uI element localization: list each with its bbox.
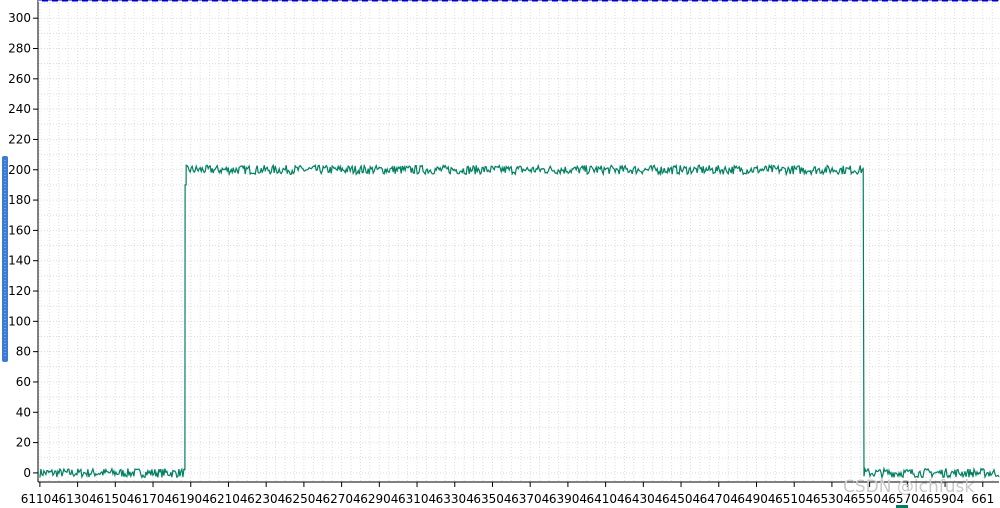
x-tick-label: 63904 — [549, 492, 587, 506]
y-tick-label: 80 — [16, 345, 31, 359]
x-tick-label: 62104 — [209, 492, 247, 506]
y-tick-label: 140 — [8, 254, 31, 268]
x-tick-label: 64904 — [737, 492, 775, 506]
y-tick-label: 240 — [8, 102, 31, 116]
series-line-0 — [39, 163, 1000, 480]
y-tick-label: 160 — [8, 223, 31, 237]
x-tick-label: 63104 — [398, 492, 436, 506]
x-tick-label: 64704 — [700, 492, 738, 506]
x-tick-label: 65904 — [926, 492, 964, 506]
x-tick-label: 62504 — [285, 492, 323, 506]
chart-grid — [38, 0, 999, 482]
x-tick-label: 63304 — [436, 492, 474, 506]
x-tick-label: 62304 — [247, 492, 285, 506]
watermark: CSDN @ichfusk — [843, 477, 974, 497]
x-tick-label: 62904 — [360, 492, 398, 506]
x-tick-label: 61904 — [172, 492, 210, 506]
y-tick-label: 280 — [8, 42, 31, 56]
zoom-slider-handle[interactable] — [2, 156, 8, 362]
y-tick-label: 40 — [16, 405, 31, 419]
x-tick-label: 63704 — [511, 492, 549, 506]
x-tick-label: 61104 — [21, 492, 59, 506]
y-tick-label: 300 — [8, 11, 31, 25]
x-tick-label: 64504 — [662, 492, 700, 506]
x-tick-label: 65704 — [888, 492, 926, 506]
x-tick-label: 65104 — [775, 492, 813, 506]
y-tick-label: 100 — [8, 314, 31, 328]
y-tick-label: 200 — [8, 163, 31, 177]
x-tick-label: 61704 — [134, 492, 172, 506]
y-tick-label: 180 — [8, 193, 31, 207]
y-tick-label: 60 — [16, 375, 31, 389]
x-tick-label: 65304 — [813, 492, 851, 506]
x-tick-label: 61304 — [59, 492, 97, 506]
y-tick-label: 120 — [8, 284, 31, 298]
y-tick-label: 260 — [8, 72, 31, 86]
x-tick-label: 64104 — [587, 492, 625, 506]
y-tick-label: 220 — [8, 132, 31, 146]
x-tick-label: 63504 — [473, 492, 511, 506]
series-layer — [39, 163, 1000, 480]
x-tick-label: 61504 — [96, 492, 134, 506]
x-tick-label: 65504 — [851, 492, 889, 506]
x-tick-label: 62704 — [323, 492, 361, 506]
y-tick-label: 0 — [23, 466, 31, 480]
x-tick-label: 661 — [971, 492, 994, 506]
legend-marker — [896, 505, 908, 508]
y-tick-label: 20 — [16, 436, 31, 450]
x-axis: 61104 61304 61504 61704 61904 62104 62304 62504… — [21, 481, 999, 506]
x-tick-label: 64304 — [624, 492, 662, 506]
y-axis: 0 20 40 60 80 100 120 140 160 180 200 220 240 260 280 3… — [8, 0, 39, 482]
